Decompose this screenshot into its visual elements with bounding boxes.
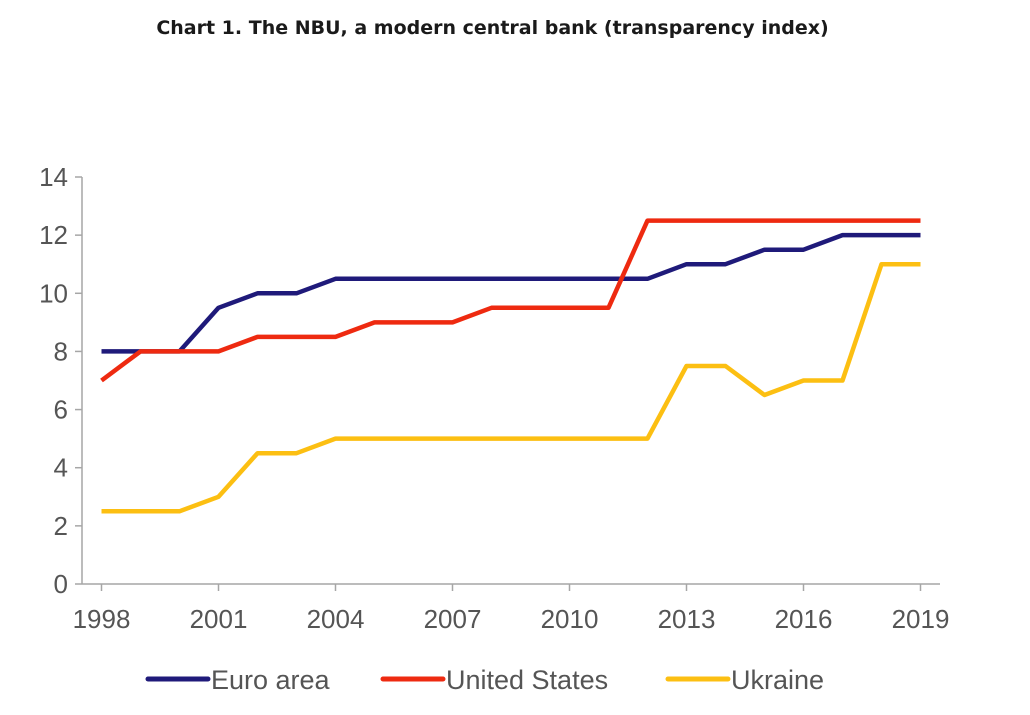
x-tick-label: 2019 — [892, 604, 950, 634]
series-line-0 — [101, 232, 921, 354]
legend-label-2: Ukraine — [731, 665, 824, 695]
x-tick-label: 2004 — [307, 604, 365, 634]
series-line-2 — [101, 261, 921, 514]
chart-legend: Euro area United States Ukraine — [145, 665, 824, 695]
x-tick-label: 1998 — [73, 604, 131, 634]
chart-axes: 0 2 4 6 8 10 12 14 1998 2001 2004 2007 2010 2013 2016 2… — [39, 162, 949, 634]
y-tick-label: 14 — [39, 162, 68, 192]
legend-label-1: United States — [446, 665, 608, 695]
y-tick-label: 4 — [54, 453, 68, 483]
series-lines — [100, 218, 921, 514]
y-tick-label: 8 — [54, 336, 68, 366]
x-tick-label: 2001 — [190, 604, 248, 634]
y-tick-label: 2 — [54, 511, 68, 541]
x-tick-label: 2013 — [658, 604, 716, 634]
y-tick-label: 10 — [39, 278, 68, 308]
chart-title: Chart 1. The NBU, a modern central bank … — [156, 17, 829, 39]
y-tick-label: 6 — [54, 395, 68, 425]
x-tick-label: 2010 — [541, 604, 599, 634]
x-tick-label: 2016 — [775, 604, 833, 634]
y-tick-label: 0 — [54, 569, 68, 599]
x-tick-label: 2007 — [424, 604, 482, 634]
series-line-1 — [100, 218, 921, 383]
y-tick-label: 12 — [39, 220, 68, 250]
legend-label-0: Euro area — [211, 665, 331, 695]
